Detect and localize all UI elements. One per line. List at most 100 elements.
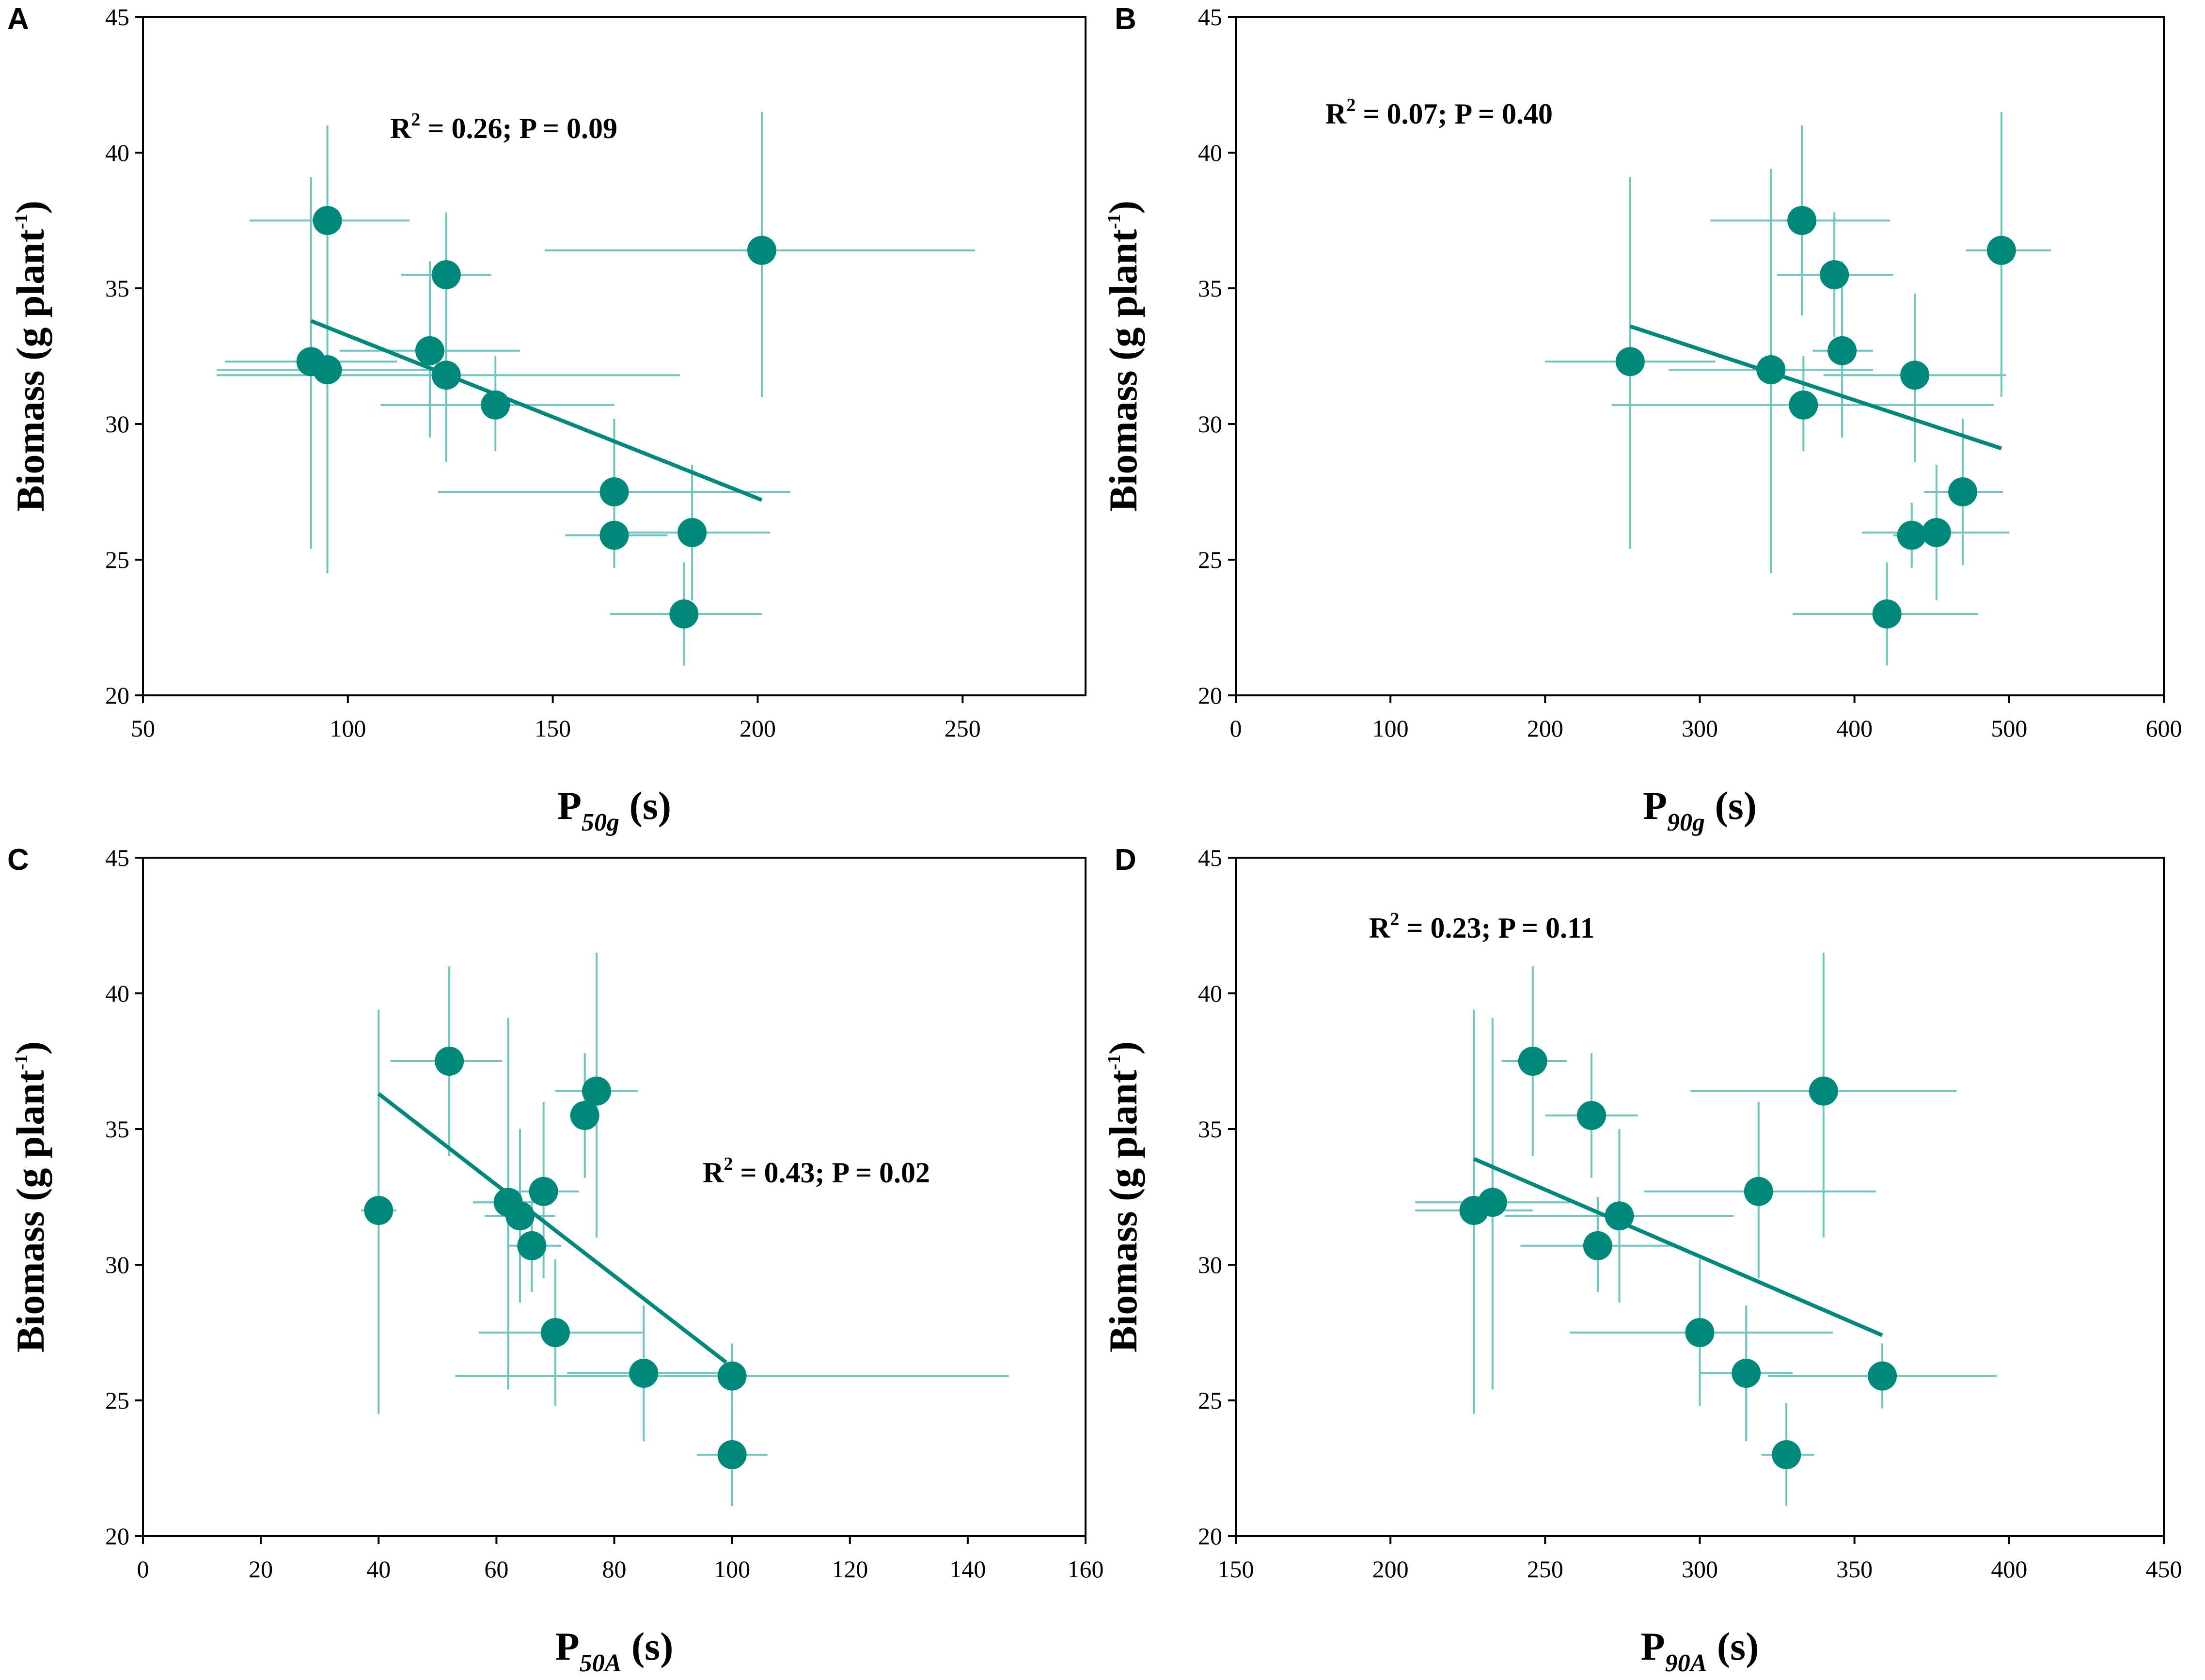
data-point (1897, 520, 1926, 550)
x-tick-label: 100 (330, 715, 366, 742)
y-tick-label: 20 (1198, 1523, 1222, 1550)
x-tick-label: 50 (131, 715, 155, 742)
y-tick-label: 45 (105, 3, 129, 31)
x-tick-label: 100 (714, 1555, 750, 1583)
stat-values: = 0.43; P = 0.02 (733, 1157, 930, 1189)
y-tick-label: 40 (1198, 139, 1222, 166)
x-tick-label: 40 (366, 1555, 391, 1583)
panel-letter: C (7, 843, 29, 877)
stat-r: R (1325, 98, 1347, 130)
y-tick-label: 25 (105, 546, 129, 573)
y-tick-label: 30 (105, 410, 129, 438)
y-tick-label: 30 (105, 1251, 129, 1278)
x-tick-label: 160 (1068, 1555, 1104, 1583)
data-point (435, 1047, 464, 1076)
y-tick-label: 35 (105, 1115, 129, 1143)
data-point (313, 355, 342, 384)
x-tick-label: 250 (945, 715, 981, 742)
y-tick-label: 35 (1198, 1115, 1222, 1143)
data-point (1820, 260, 1849, 289)
data-point (629, 1359, 659, 1388)
x-axis-title-main: P (555, 1624, 580, 1668)
data-point (599, 477, 629, 506)
y-tick-label: 40 (105, 139, 129, 166)
y-axis-title: Biomass (g plant-1) (1101, 1041, 1145, 1352)
stat-r: R (1369, 912, 1390, 944)
y-tick-label: 20 (105, 682, 129, 709)
data-point (1900, 361, 1930, 390)
data-point (677, 518, 707, 547)
y-tick-label: 20 (105, 1523, 129, 1550)
data-point (540, 1318, 570, 1347)
data-point (313, 206, 342, 235)
data-point (1518, 1047, 1547, 1076)
x-tick-label: 400 (1991, 1555, 2027, 1583)
data-point (1583, 1231, 1612, 1260)
x-tick-label: 350 (1836, 1555, 1873, 1583)
data-point (415, 336, 444, 365)
panel-letter: B (1115, 2, 1136, 36)
panel-d: D 20 25 30 35 40 45 150 200 250 300 350 400 450 Biomas… (1101, 843, 2182, 1677)
y-axis-title: Biomass (g plant-1) (8, 201, 52, 512)
y-tick-label: 30 (1198, 1251, 1222, 1278)
stat-values: = 0.23; P = 0.11 (1399, 912, 1594, 944)
x-tick-label: 150 (1218, 1555, 1254, 1583)
y-tick-label: 35 (1198, 275, 1222, 302)
x-tick-label: 60 (484, 1555, 508, 1583)
stat-annotation: R2 = 0.26; P = 0.09 (390, 110, 617, 144)
y-axis-title-close: ) (8, 1041, 52, 1054)
x-axis-title-subscript: 90A (1665, 1649, 1707, 1677)
x-tick-label: 0 (137, 1555, 149, 1583)
stat-r-superscript: 2 (724, 1154, 733, 1174)
x-axis-title-main: P (1643, 784, 1667, 828)
x-axis-title-main: P (557, 784, 582, 828)
trend-line (1629, 324, 2002, 451)
data-point (1986, 236, 2016, 265)
data-point (582, 1076, 612, 1106)
x-axis-title: P50A (s) (555, 1624, 674, 1677)
y-axis-title-superscript: -1 (11, 1054, 32, 1070)
x-tick-label: 450 (2146, 1555, 2182, 1583)
y-axis-title-close: ) (8, 201, 52, 214)
plot-frame (1235, 857, 2165, 1537)
y-tick-label: 20 (1198, 682, 1222, 709)
panel-b: B 20 25 30 35 40 45 0 100 200 300 400 500 600 Biomass … (1101, 2, 2182, 836)
y-tick-label: 45 (105, 844, 129, 871)
data-point (1605, 1201, 1634, 1231)
y-axis-title: Biomass (g plant-1) (8, 1041, 52, 1352)
stat-r: R (703, 1157, 724, 1189)
x-tick-label: 200 (740, 715, 776, 742)
data-point (505, 1201, 535, 1231)
x-axis-title-subscript: 90g (1667, 809, 1705, 836)
x-axis-title-subscript: 50A (580, 1649, 622, 1677)
x-tick-label: 150 (535, 715, 571, 742)
data-point (1872, 599, 1902, 628)
panel-a: A 20 25 30 35 40 45 50 100 150 200 250 Biomass (g pl… (7, 2, 1087, 836)
x-tick-label: 140 (949, 1555, 986, 1583)
stat-r-superscript: 2 (1346, 95, 1355, 115)
data-point (1685, 1318, 1715, 1347)
panel-letter: D (1115, 843, 1136, 877)
data-point (669, 599, 699, 628)
x-tick-label: 600 (2146, 715, 2182, 742)
y-axis-title-superscript: -1 (11, 214, 32, 229)
data-point (517, 1231, 547, 1260)
y-axis-title-superscript: -1 (1104, 214, 1124, 229)
x-axis-title: P50g (s) (557, 784, 671, 836)
y-tick-label: 30 (1198, 410, 1222, 438)
stat-r-superscript: 2 (1390, 909, 1399, 929)
data-point (747, 236, 776, 265)
x-axis-title-subscript: 50g (582, 809, 619, 836)
panel-c: C 20 25 30 35 40 45 0 20 40 60 80 100 120 140 160 Biomas… (7, 843, 1104, 1677)
trend-line (1473, 1157, 1883, 1337)
x-tick-label: 400 (1836, 715, 1873, 742)
y-axis-title: Biomass (g plant-1) (1101, 201, 1145, 512)
data-point (1772, 1440, 1801, 1469)
y-tick-label: 45 (1198, 3, 1222, 31)
x-tick-label: 100 (1372, 715, 1409, 742)
x-tick-label: 200 (1527, 715, 1563, 742)
data-point (431, 361, 461, 390)
x-axis-title-unit: (s) (1705, 784, 1757, 828)
x-tick-label: 300 (1682, 1555, 1718, 1583)
